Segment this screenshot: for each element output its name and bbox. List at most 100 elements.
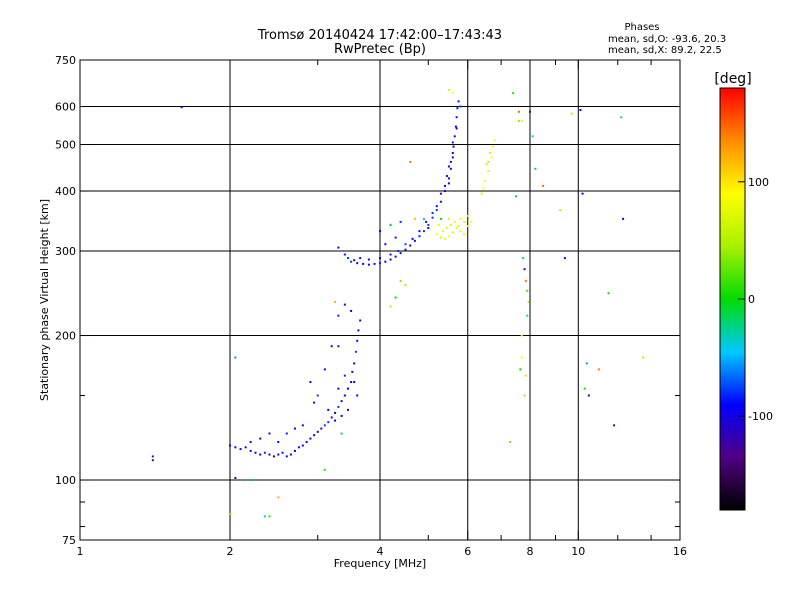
data-point: [459, 230, 462, 233]
data-point: [330, 416, 333, 419]
data-point: [413, 239, 416, 242]
x-tick-label: 6: [464, 545, 471, 558]
data-point: [435, 233, 438, 236]
data-point: [526, 289, 529, 292]
y-axis: 75 100 200 300 400 500 600 750: [55, 54, 680, 547]
data-point: [451, 231, 454, 234]
data-point: [435, 205, 438, 208]
data-point: [463, 233, 466, 236]
y-tick-label: 600: [55, 101, 76, 114]
data-point: [411, 237, 414, 240]
data-point: [373, 262, 376, 265]
phases-title: Phases: [624, 22, 659, 33]
data-point: [367, 263, 370, 266]
data-point: [263, 451, 266, 454]
data-point: [384, 243, 387, 246]
data-point: [585, 362, 588, 365]
data-point: [263, 515, 266, 518]
data-point: [353, 381, 356, 384]
data-point: [447, 177, 450, 180]
data-point: [343, 253, 346, 256]
data-point: [490, 156, 493, 159]
data-point: [249, 449, 252, 452]
data-point: [523, 394, 526, 397]
data-point: [431, 216, 434, 219]
data-points: [151, 88, 645, 518]
x-tick-label: 8: [527, 545, 534, 558]
data-point: [394, 255, 397, 258]
data-point: [397, 250, 400, 253]
data-point: [359, 319, 362, 322]
data-point: [399, 252, 402, 255]
data-point: [447, 182, 450, 185]
y-tick-label: 100: [55, 474, 76, 487]
data-point: [289, 453, 292, 456]
data-point: [520, 119, 523, 122]
colorbar-label: [deg]: [714, 71, 751, 87]
x-tick-label: 16: [673, 545, 687, 558]
data-point: [531, 135, 534, 138]
data-point: [509, 441, 512, 444]
data-point: [463, 220, 466, 223]
data-point: [523, 268, 526, 271]
data-point: [337, 405, 340, 408]
data-point: [437, 223, 440, 226]
x-tick-label: 4: [377, 545, 384, 558]
data-point: [456, 107, 459, 110]
data-point: [455, 116, 458, 119]
data-point: [337, 246, 340, 249]
data-point: [320, 427, 323, 430]
data-point: [418, 235, 421, 238]
data-point: [485, 163, 488, 166]
data-point: [441, 230, 444, 233]
colorbar: 100 0 -100: [719, 87, 773, 511]
data-point: [487, 160, 490, 163]
data-point: [249, 479, 252, 482]
data-point: [343, 303, 346, 306]
x-axis: 1 2 4 6 8 10 16: [77, 60, 687, 558]
data-point: [431, 212, 434, 215]
data-point: [354, 350, 357, 353]
data-point: [379, 257, 381, 260]
data-point: [356, 339, 359, 342]
data-point: [515, 195, 518, 198]
data-point: [579, 109, 582, 112]
data-point: [449, 167, 452, 170]
data-point: [409, 244, 412, 247]
data-point: [384, 260, 387, 263]
data-point: [451, 92, 454, 95]
data-point: [517, 119, 520, 122]
data-point: [439, 192, 442, 195]
y-tick-label: 200: [55, 330, 76, 343]
data-point: [524, 279, 527, 282]
data-point: [455, 227, 458, 230]
data-point: [340, 432, 343, 435]
data-point: [353, 362, 356, 365]
data-point: [482, 187, 485, 190]
data-point: [268, 432, 271, 435]
data-point: [470, 220, 473, 223]
data-point: [522, 257, 525, 260]
data-point: [301, 444, 304, 447]
data-point: [337, 345, 340, 348]
data-point: [351, 370, 354, 373]
x-tick-label: 10: [571, 545, 585, 558]
data-point: [389, 223, 392, 226]
data-point: [520, 356, 523, 359]
data-point: [234, 356, 237, 359]
data-point: [570, 112, 573, 115]
data-point: [293, 449, 296, 452]
data-point: [422, 230, 425, 233]
data-point: [519, 368, 522, 371]
data-point: [452, 145, 455, 148]
data-point: [353, 259, 356, 262]
data-point: [447, 165, 450, 168]
y-tick-label: 75: [62, 534, 76, 547]
data-point: [527, 300, 530, 303]
y-axis-label: Stationary phase Virtual Height [km]: [38, 199, 51, 401]
data-point: [389, 258, 392, 261]
data-point: [466, 214, 469, 217]
data-point: [492, 145, 495, 148]
data-point: [234, 476, 237, 479]
